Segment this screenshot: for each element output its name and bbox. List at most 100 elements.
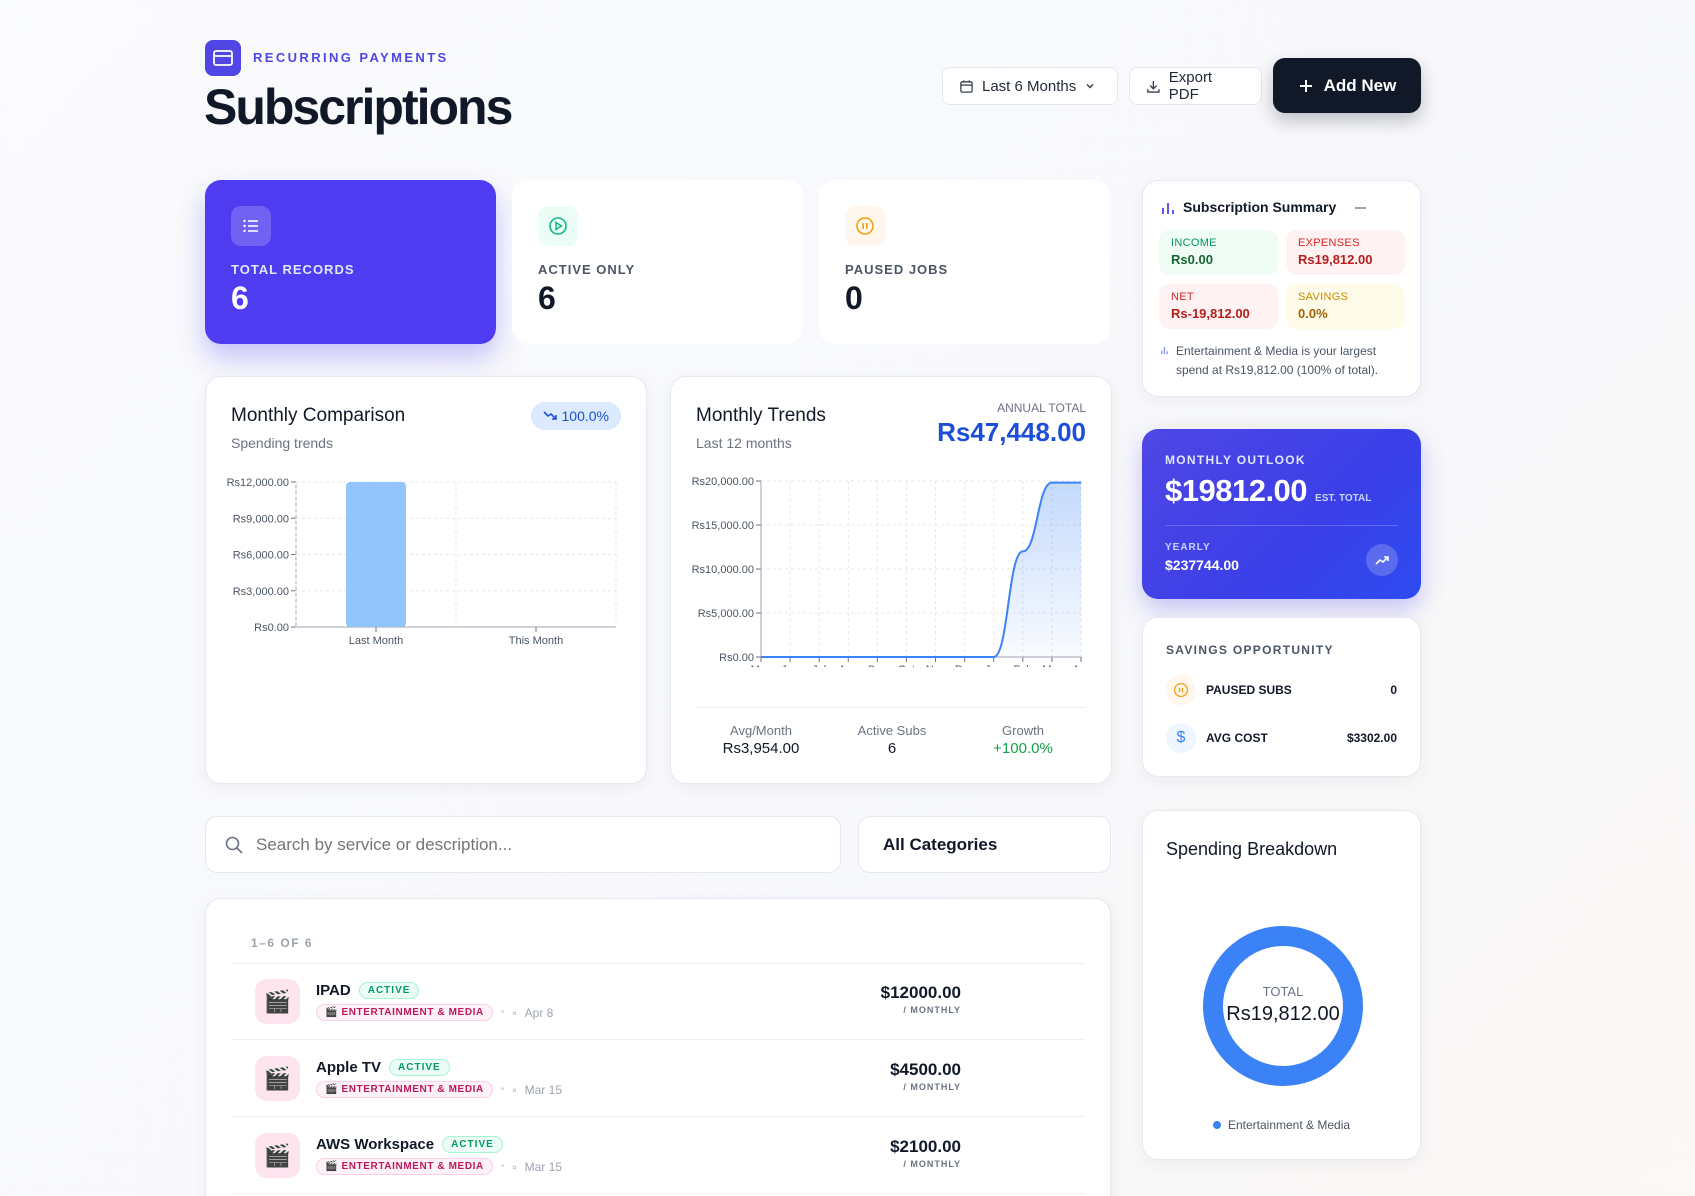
y-tick-label: Rs0.00 (719, 652, 754, 664)
search-input[interactable] (256, 834, 816, 855)
category-badge: 🎬 ENTERTAINMENT & MEDIA (316, 1004, 493, 1021)
date-range-dropdown[interactable]: Last 6 Months (942, 67, 1118, 105)
x-tick-label: Apr (1072, 664, 1089, 667)
bar-chart-icon (1162, 203, 1174, 214)
item-amount: $2100.00 (890, 1137, 961, 1156)
item-name: Apple TV (316, 1059, 382, 1076)
x-tick-label: Sep (868, 664, 888, 667)
y-tick-label: Rs12,000.00 (227, 477, 289, 489)
donut-center-label: TOTAL (1263, 984, 1304, 999)
category-badge: 🎬 ENTERTAINMENT & MEDIA (316, 1081, 493, 1098)
x-tick-label: Aug (838, 664, 858, 667)
trending-down-icon (542, 411, 557, 420)
spending-breakdown-card: Spending Breakdown TOTAL Rs19,812.00 Ente… (1142, 810, 1421, 1160)
donut-slice[interactable] (1203, 926, 1363, 1086)
stat-value: 6 (887, 740, 897, 757)
avg-cost-label: AVG COST (1206, 731, 1268, 745)
card-subtitle: Last 12 months (696, 435, 792, 451)
page-eyebrow: RECURRING PAYMENTS (253, 50, 449, 65)
category-label: ENTERTAINMENT & MEDIA (341, 1161, 484, 1172)
annual-total-label: ANNUAL TOTAL (997, 401, 1086, 415)
trend-badge: 100.0% (530, 402, 621, 430)
export-pdf-label: Export PDF (1168, 69, 1213, 103)
download-icon (1147, 80, 1160, 93)
item-date: Apr 8 (524, 1005, 554, 1020)
trend-stat-active: Active Subs 6 (827, 723, 957, 757)
stat-value: 6 (538, 280, 556, 316)
stat-card-paused[interactable]: PAUSED JOBS 0 (819, 180, 1110, 344)
y-tick-label: Rs10,000.00 (692, 564, 754, 576)
stat-card-active[interactable]: ACTIVE ONLY 6 (512, 180, 803, 344)
clapperboard-icon: 🎬 (255, 979, 300, 1024)
stat-label: Growth (1002, 723, 1044, 738)
stat-card-total[interactable]: TOTAL RECORDS 6 (205, 180, 496, 344)
status-badge: ACTIVE (442, 1136, 503, 1153)
income-tile: INCOME Rs0.00 (1159, 230, 1278, 275)
stat-value: +100.0% (993, 740, 1053, 757)
avg-cost-value: $3302.00 (1346, 731, 1397, 745)
x-tick-label: Jul (812, 664, 826, 667)
pause-circle-icon (845, 206, 885, 246)
y-tick-label: Rs3,000.00 (233, 586, 289, 598)
list-item[interactable]: 🎬 AWS Workspace ACTIVE 🎬 ENTERTAINMENT &… (231, 1117, 1085, 1194)
summary-insight: Entertainment & Media is your largest sp… (1176, 344, 1379, 377)
y-tick-label: Rs6,000.00 (233, 550, 289, 562)
monthly-comparison-card: Monthly Comparison Spending trends 100.0… (205, 376, 647, 784)
export-pdf-button[interactable]: Export PDF (1129, 67, 1262, 105)
date-range-label: Last 6 Months (982, 77, 1077, 95)
search-bar[interactable] (205, 816, 841, 873)
subscription-summary-card: Subscription Summary INCOME Rs0.00 EXPEN… (1142, 180, 1421, 397)
add-new-button[interactable]: Add New (1273, 58, 1421, 113)
trend-badge-value: 100.0% (561, 408, 609, 424)
collapse-icon[interactable] (1355, 207, 1366, 209)
category-label: ENTERTAINMENT & MEDIA (341, 1007, 484, 1018)
savings-title: SAVINGS OPPORTUNITY (1166, 643, 1334, 657)
calendar-icon: ▫ (512, 1082, 517, 1097)
expenses-value: Rs19,812.00 (1298, 252, 1373, 267)
annual-total-value: Rs47,448.00 (937, 417, 1086, 447)
y-tick-label: Rs15,000.00 (692, 520, 754, 532)
income-value: Rs0.00 (1171, 252, 1213, 267)
x-tick-label: This Month (509, 635, 563, 647)
list-item[interactable]: 🎬 Apple TV ACTIVE 🎬 ENTERTAINMENT & MEDI… (231, 1040, 1085, 1117)
chart-legend: Entertainment & Media (1143, 1118, 1420, 1132)
item-name: IPAD (316, 982, 351, 999)
category-badge: 🎬 ENTERTAINMENT & MEDIA (316, 1158, 493, 1175)
plus-icon (1299, 79, 1312, 92)
series-line[interactable] (760, 481, 1081, 658)
pause-circle-icon (1166, 675, 1196, 705)
item-name: AWS Workspace (316, 1136, 435, 1153)
card-title: Monthly Trends (696, 405, 826, 426)
bar-chart-icon (1161, 346, 1168, 355)
x-tick-label: Dec (955, 664, 975, 667)
clapperboard-icon: 🎬 (255, 1056, 300, 1101)
legend-label: Entertainment & Media (1227, 1118, 1351, 1132)
item-period: / MONTHLY (903, 1159, 961, 1169)
category-select[interactable]: All Categories (858, 816, 1111, 873)
list-item[interactable]: 🎬 IPAD ACTIVE 🎬 ENTERTAINMENT & MEDIA • … (231, 963, 1085, 1040)
donut-center-value: Rs19,812.00 (1226, 1003, 1339, 1025)
trends-area-chart: Rs0.00 Rs5,000.00 Rs10,000.00 Rs15,000.00 Rs… (692, 476, 1090, 667)
bar[interactable] (346, 482, 406, 627)
list-icon (231, 206, 271, 246)
yearly-value: $237744.00 (1165, 557, 1239, 573)
card-subtitle: Spending trends (231, 435, 333, 451)
item-date: Mar 15 (524, 1159, 562, 1174)
expenses-label: EXPENSES (1298, 237, 1360, 249)
outlook-est: EST. TOTAL (1315, 493, 1372, 504)
y-tick-label: Rs9,000.00 (233, 513, 289, 525)
net-tile: NET Rs-19,812.00 (1159, 284, 1278, 329)
clapperboard-icon: 🎬 (255, 1133, 300, 1178)
trend-stat-growth: Growth +100.0% (958, 723, 1088, 757)
stat-label: Active Subs (857, 723, 927, 738)
stat-label: TOTAL RECORDS (231, 262, 355, 277)
status-badge: ACTIVE (358, 982, 420, 999)
stat-value: 0 (845, 280, 863, 316)
add-new-label: Add New (1323, 75, 1397, 95)
trending-up-icon[interactable] (1366, 544, 1398, 576)
search-icon (225, 836, 243, 854)
savings-label: SAVINGS (1298, 291, 1349, 303)
income-label: INCOME (1171, 237, 1217, 249)
play-circle-icon (538, 206, 578, 246)
calendar-icon: ▫ (512, 1159, 517, 1174)
